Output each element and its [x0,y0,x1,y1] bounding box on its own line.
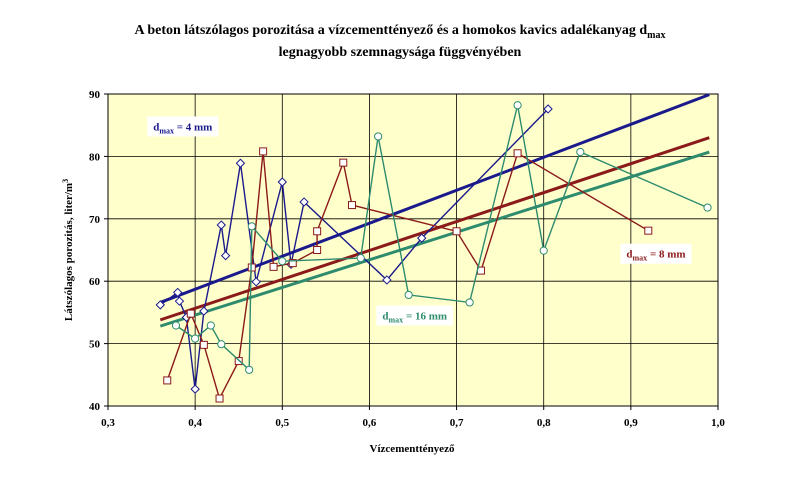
x-tick-label: 1,0 [711,417,725,429]
series-3 [171,101,712,374]
annotation-box [376,305,454,326]
data-point [215,394,224,403]
data-series [155,101,712,403]
x-tick-label: 0,7 [450,417,464,429]
data-point [465,298,474,307]
data-point [171,321,181,330]
data-point [348,201,356,210]
data-point [313,227,322,236]
data-point [245,365,254,374]
data-point [278,257,287,266]
series-annotations: dmax = 4 mm dmax = 8 mm dmax = 16 mm [147,116,692,326]
chart-title-line2: legnagyobb szemnagysága függvényében [279,45,522,60]
annotation-label: dmax = 4 mm [153,121,212,135]
data-point [220,250,231,261]
annotation-label: dmax = 8 mm [626,249,685,263]
annotation-1: dmax = 4 mm [147,116,219,137]
y-tick-label: 50 [89,339,101,351]
chart-title-line1: A beton látszólagos porozitása a vízceme… [134,23,665,41]
data-point [251,277,261,287]
y-tick-label: 90 [89,89,101,101]
data-point [217,340,226,349]
data-point [513,149,522,158]
data-point [216,220,226,230]
data-point [703,203,712,212]
x-tick-label: 0,9 [624,417,638,429]
data-point [247,222,256,231]
x-tick-label: 0,8 [537,417,551,429]
data-point [259,147,268,156]
data-point [186,309,195,318]
plot-frame [107,93,719,407]
data-point [313,246,322,254]
trend-line-series-3 [159,150,710,328]
y-tick-label: 60 [89,276,101,288]
annotation-2: dmax = 8 mm [620,243,692,264]
axis-ticks: 0,3 0,4 0,5 0,6 0,7 0,8 0,9 1,0 40 50 60 70 80 90 [89,89,725,429]
y-tick-label: 40 [89,401,101,413]
data-point [173,287,183,298]
data-point [235,158,246,168]
annotation-box [147,116,219,137]
data-point [191,334,200,343]
data-point [155,300,165,310]
data-point [199,306,209,316]
annotation-box [620,243,692,264]
data-point [206,321,215,330]
data-point [174,296,185,306]
data-point [277,177,287,187]
data-point [339,158,348,167]
x-axis-title: Vízcementtényező [370,443,455,455]
data-point [576,147,585,157]
data-point [199,340,208,349]
data-point [356,254,365,263]
plot-area [108,94,718,406]
data-point [382,275,392,285]
y-tick-label: 80 [89,151,101,163]
data-point [452,227,461,236]
x-tick-label: 0,5 [275,417,289,429]
data-point [644,226,653,235]
series-1 [155,104,553,394]
data-point [190,384,200,394]
data-point [513,101,522,110]
data-point [404,290,413,300]
data-point [417,233,427,243]
annotation-3: dmax = 16 mm [376,305,454,326]
y-axis-title: Látszólagos porozitás, liter/m3 [61,179,75,321]
data-point [163,376,172,385]
y-tick-label: 70 [89,214,101,226]
data-point [539,246,548,255]
data-point [543,104,553,114]
series-line [159,108,549,390]
data-point [299,197,309,207]
x-tick-label: 0,3 [101,417,115,429]
data-point [374,132,383,141]
data-point [269,262,278,271]
x-tick-label: 0,6 [363,417,377,429]
annotation-label: dmax = 16 mm [382,311,447,325]
data-point [288,259,297,268]
x-tick-label: 0,4 [188,417,202,429]
